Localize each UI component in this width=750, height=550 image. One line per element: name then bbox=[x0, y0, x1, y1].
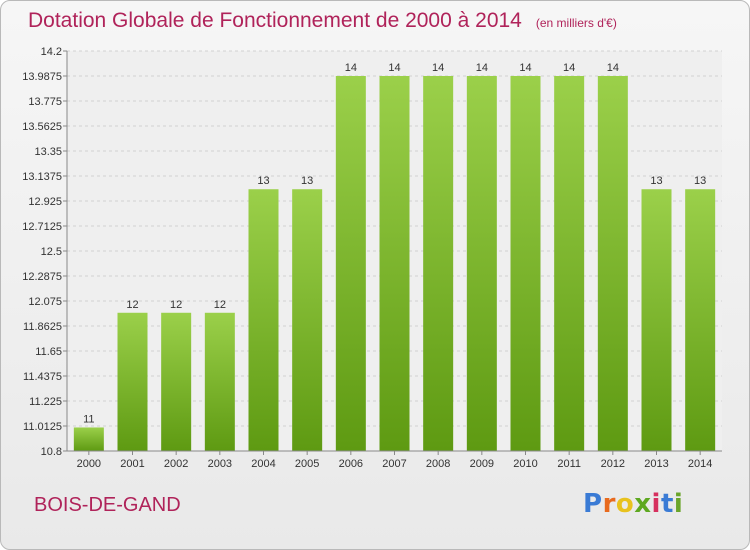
x-axis: 2000 2001 2002 2003 2004 2005 2006 2007 2008 2009… bbox=[67, 450, 722, 470]
y-tick-label: 11.65 bbox=[35, 346, 62, 358]
x-tick-label: 2007 bbox=[382, 458, 406, 470]
x-tick-label: 2012 bbox=[601, 458, 625, 470]
logo-letter: i bbox=[673, 489, 684, 519]
y-tick-label: 14.2 bbox=[41, 46, 62, 58]
bar-value-label: 13 bbox=[650, 175, 662, 187]
y-tick-label: 12.2875 bbox=[22, 271, 62, 283]
bar-value-label: 12 bbox=[214, 299, 226, 311]
y-axis: 10.8 11.0125 11.225 11.4375 11.65 11.8625 12.0… bbox=[22, 46, 68, 458]
logo-letter: o bbox=[615, 489, 635, 519]
y-tick-label: 13.775 bbox=[28, 96, 62, 108]
y-tick-label: 11.4375 bbox=[23, 371, 62, 383]
proxiti-logo: Proxiti bbox=[583, 489, 683, 519]
bar-2007 bbox=[379, 76, 410, 451]
bar-value-label: 14 bbox=[519, 62, 531, 74]
bar-value-label: 11 bbox=[83, 413, 94, 425]
x-tick-label: 2002 bbox=[164, 458, 188, 470]
y-tick-label: 12.5 bbox=[41, 246, 62, 258]
bar-value-label: 14 bbox=[563, 62, 575, 74]
y-tick-label: 11.8625 bbox=[23, 321, 62, 333]
bar-value-label: 12 bbox=[126, 299, 138, 311]
y-tick-label: 13.35 bbox=[34, 146, 62, 158]
x-tick-label: 2004 bbox=[251, 458, 275, 470]
x-tick-label: 2006 bbox=[339, 458, 363, 470]
bar-value-label: 14 bbox=[607, 62, 619, 74]
y-tick-label: 13.1375 bbox=[22, 171, 62, 183]
x-tick-label: 2010 bbox=[513, 458, 537, 470]
logo-letter: P bbox=[583, 489, 603, 519]
y-tick-label: 10.8 bbox=[41, 446, 62, 458]
x-tick-label: 2013 bbox=[644, 458, 668, 470]
chart-subtitle: (en milliers d'€) bbox=[535, 16, 617, 30]
x-tick-label: 2009 bbox=[470, 458, 494, 470]
bar-2012 bbox=[597, 76, 628, 451]
x-tick-label: 2003 bbox=[208, 458, 232, 470]
bar-2013 bbox=[641, 189, 672, 451]
y-tick-label: 11.0125 bbox=[23, 421, 62, 433]
bar-2008 bbox=[423, 76, 454, 451]
bar-value-label: 13 bbox=[257, 175, 269, 187]
logo-letter: t bbox=[660, 489, 674, 519]
commune-name: BOIS-DE-GAND bbox=[34, 494, 181, 516]
bar-value-label: 14 bbox=[388, 62, 400, 74]
logo-letter: r bbox=[602, 489, 616, 519]
x-tick-label: 2000 bbox=[77, 458, 101, 470]
bar-2006 bbox=[335, 76, 366, 451]
bar-value-label: 14 bbox=[432, 62, 444, 74]
y-tick-label: 13.9875 bbox=[22, 71, 62, 83]
logo-letter: i bbox=[651, 489, 661, 519]
bar-value-label: 13 bbox=[301, 175, 313, 187]
logo-letter: x bbox=[634, 489, 652, 519]
x-tick-label: 2001 bbox=[120, 458, 144, 470]
y-tick-label: 11.225 bbox=[29, 396, 62, 408]
bar-value-label: 14 bbox=[345, 62, 357, 74]
x-tick-label: 2008 bbox=[426, 458, 450, 470]
bar-value-label: 13 bbox=[694, 175, 706, 187]
bar-2001 bbox=[117, 312, 148, 451]
chart-title: Dotation Globale de Fonctionnement de 20… bbox=[28, 9, 617, 33]
bar-2011 bbox=[554, 76, 585, 451]
x-tick-label: 2005 bbox=[295, 458, 319, 470]
x-tick-label: 2011 bbox=[557, 458, 581, 470]
x-tick-label: 2014 bbox=[688, 458, 712, 470]
chart-title-text: Dotation Globale de Fonctionnement de 20… bbox=[28, 9, 522, 32]
bar-value-label: 14 bbox=[476, 62, 488, 74]
bar-2005 bbox=[292, 189, 323, 451]
bar-value-label: 12 bbox=[170, 299, 182, 311]
y-tick-label: 13.5625 bbox=[22, 121, 62, 133]
bar-2000 bbox=[73, 427, 104, 451]
bar-2009 bbox=[466, 76, 497, 451]
y-tick-label: 12.7125 bbox=[22, 221, 62, 233]
bar-2014 bbox=[685, 189, 716, 451]
bar-2002 bbox=[161, 312, 192, 451]
bar-2003 bbox=[204, 312, 235, 451]
bar-2004 bbox=[248, 189, 279, 451]
y-tick-label: 12.075 bbox=[28, 296, 62, 308]
y-tick-label: 12.925 bbox=[28, 196, 62, 208]
bars: 11 12 12 12 13 13 14 14 14 14 14 14 14 13 13 bbox=[73, 62, 716, 451]
bar-2010 bbox=[510, 76, 541, 451]
